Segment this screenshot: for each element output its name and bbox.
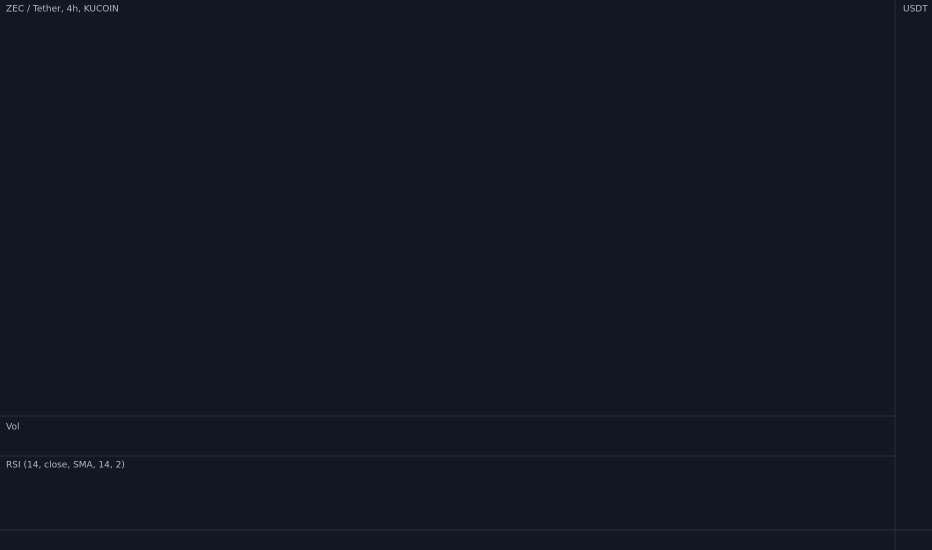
rsi-label: RSI (14, close, SMA, 14, 2) (6, 461, 125, 471)
volume-label: Vol (6, 423, 19, 433)
currency-label: USDT (903, 5, 928, 15)
chart-title: ZEC / Tether, 4h, KUCOIN (6, 5, 119, 15)
